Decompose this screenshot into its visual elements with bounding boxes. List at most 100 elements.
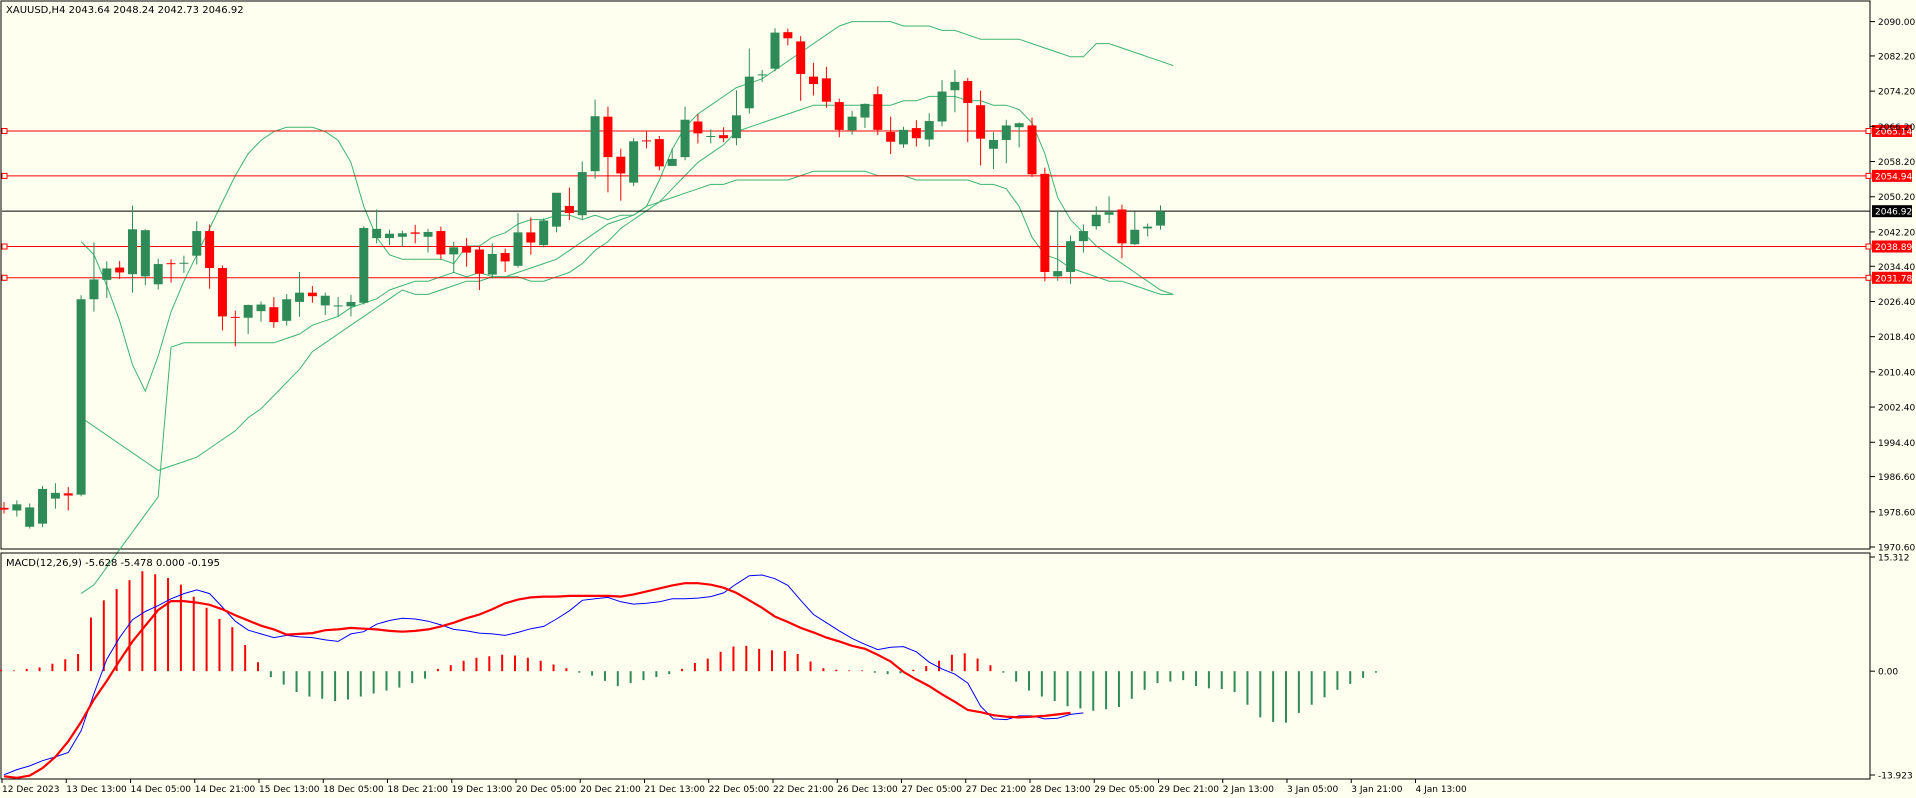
candle-body (757, 74, 767, 76)
candle-body (128, 229, 137, 275)
time-axis-label: 27 Dec 21:00 (966, 785, 1027, 795)
candle (719, 127, 729, 143)
candle-body (192, 231, 202, 256)
candle (1014, 122, 1024, 148)
candle (963, 77, 973, 143)
candle (667, 148, 677, 166)
candle (295, 271, 305, 317)
candle-body (783, 32, 793, 39)
price-axis-label: 2010.40 (1878, 368, 1915, 378)
candle-body (1040, 173, 1050, 272)
candle-body (449, 247, 459, 255)
price-axis-label: 1986.60 (1878, 473, 1915, 483)
level-price-label: 2031.78 (1875, 274, 1912, 284)
candle (770, 28, 780, 72)
candle-body (654, 139, 664, 167)
candle (1091, 206, 1101, 230)
level-handle-left (1, 243, 8, 250)
candle (76, 295, 86, 497)
candle-body (899, 129, 908, 145)
price-axis: 2065.14 2054.94 2038.89 2031.78 2046.92 1970.… (1870, 18, 1915, 554)
time-axis: 12 Dec 2023 13 Dec 13:00 14 Dec 05:00 14 De… (1, 779, 1467, 795)
candle (809, 62, 819, 96)
candle-body (642, 140, 651, 142)
price-axis-label: 1994.40 (1878, 439, 1915, 449)
level-price-tag (1872, 124, 1912, 137)
price-axis-label: 2058.20 (1878, 158, 1915, 168)
time-axis-label: 28 Dec 13:00 (1030, 785, 1091, 795)
candle (860, 103, 870, 129)
candle (359, 226, 369, 305)
level-price-tag (1872, 271, 1912, 284)
candle (1066, 235, 1076, 284)
candle (1078, 224, 1088, 253)
candle (1130, 211, 1140, 246)
macd-axis: 15.312 0.00 -13.923 (1870, 554, 1913, 782)
candle (230, 310, 240, 347)
candle-body (25, 507, 35, 527)
candle-body (834, 102, 844, 130)
candle-body (1014, 123, 1024, 128)
time-axis-label: 14 Dec 05:00 (131, 785, 192, 795)
candle (153, 258, 163, 290)
candle (1117, 204, 1127, 259)
candle (462, 238, 472, 267)
time-axis-label: 3 Jan 21:00 (1351, 785, 1403, 795)
candle-body (1143, 226, 1153, 229)
candle-body (295, 292, 305, 302)
candle (1001, 119, 1011, 164)
time-axis-label: 20 Dec 05:00 (516, 785, 577, 795)
candle-body (976, 105, 986, 139)
candle-body (1117, 209, 1127, 244)
candle (642, 131, 651, 149)
candle-body (950, 81, 960, 91)
bollinger-bands (80, 21, 1174, 595)
candle-body (282, 299, 292, 321)
candle (744, 48, 754, 114)
macd-histogram (0, 571, 1377, 723)
candle-body (243, 304, 253, 318)
candle (873, 86, 883, 136)
candle (616, 148, 626, 201)
candle-body (924, 121, 934, 140)
candle (603, 106, 613, 193)
candle-body (873, 94, 883, 130)
candle-body (217, 268, 227, 317)
candle (243, 304, 253, 335)
level-price-tag (1872, 240, 1912, 253)
candle-body (963, 81, 973, 104)
candle (821, 66, 831, 108)
candle (886, 116, 896, 155)
candle (1053, 210, 1063, 281)
candle (89, 242, 99, 312)
candle (500, 248, 510, 272)
candle-body (667, 158, 677, 166)
time-axis-label: 13 Dec 13:00 (66, 785, 127, 795)
macd-axis-label: 0.00 (1878, 668, 1898, 678)
price-axis-label: 2026.40 (1878, 298, 1915, 308)
candle-body (744, 76, 754, 109)
candle (205, 224, 215, 289)
level-handle-right (1865, 127, 1872, 134)
level-handle-right (1865, 274, 1872, 281)
candle-body (564, 205, 574, 214)
level-handle-right (1865, 172, 1872, 179)
candle-body (1078, 231, 1088, 242)
candle (63, 487, 73, 511)
price-pane[interactable]: 2065.14 2054.94 2038.89 2031.78 2046.92 1970.… (0, 0, 1915, 595)
level-price-label: 2038.89 (1875, 243, 1912, 253)
time-axis-label: 29 Dec 05:00 (1094, 785, 1155, 795)
level-price-tag (1872, 169, 1912, 182)
candle-body (770, 32, 780, 69)
candle-body (616, 156, 626, 174)
candle (513, 213, 523, 268)
macd-lines (3, 574, 1084, 779)
candle-body (809, 76, 819, 85)
macd-pane[interactable]: 15.312 0.00 -13.923 MACD(12,26,9) -5.628 -… (0, 552, 1913, 782)
candle (937, 80, 947, 127)
horizontal-levels[interactable] (1, 127, 1872, 281)
candle-body (1130, 229, 1140, 245)
candle (397, 230, 407, 247)
candle-body (153, 264, 163, 285)
